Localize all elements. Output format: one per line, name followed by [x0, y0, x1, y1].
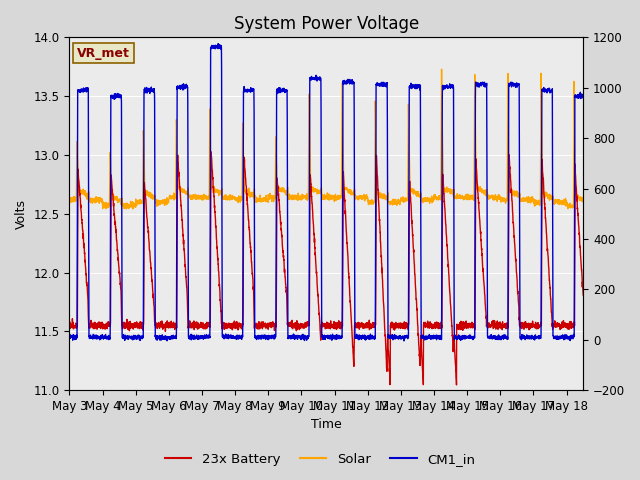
CM1_in [400, 338, 408, 344]
Legend: 23x Battery, Solar, CM1_in: 23x Battery, Solar, CM1_in [159, 447, 481, 471]
Y-axis label: Volts: Volts [15, 199, 28, 229]
Text: VR_met: VR_met [77, 47, 130, 60]
23x Battery [398, 321, 406, 326]
CM1_in [65, 332, 73, 338]
Line: Solar: Solar [69, 69, 583, 209]
Solar [579, 195, 587, 201]
CM1_in [579, 94, 587, 100]
23x Battery [531, 322, 539, 328]
23x Battery [579, 292, 587, 298]
23x Battery [207, 149, 215, 155]
CM1_in [180, 84, 188, 90]
Line: CM1_in: CM1_in [69, 44, 583, 341]
CM1_in [531, 334, 539, 339]
CM1_in [226, 334, 234, 339]
Solar [122, 206, 130, 212]
Solar [180, 186, 188, 192]
CM1_in [405, 104, 413, 110]
X-axis label: Time: Time [311, 419, 342, 432]
CM1_in [214, 41, 222, 47]
Solar [405, 132, 413, 138]
23x Battery [180, 241, 188, 247]
23x Battery [405, 298, 413, 303]
CM1_in [398, 335, 406, 341]
23x Battery [452, 382, 460, 388]
Solar [531, 199, 539, 204]
Solar [438, 66, 445, 72]
Solar [226, 192, 234, 198]
Solar [65, 197, 73, 203]
23x Battery [226, 322, 234, 328]
Solar [565, 202, 573, 208]
Solar [398, 197, 406, 203]
23x Battery [565, 321, 573, 327]
Title: System Power Voltage: System Power Voltage [234, 15, 419, 33]
Line: 23x Battery: 23x Battery [69, 152, 583, 385]
23x Battery [65, 321, 73, 326]
CM1_in [565, 336, 573, 342]
